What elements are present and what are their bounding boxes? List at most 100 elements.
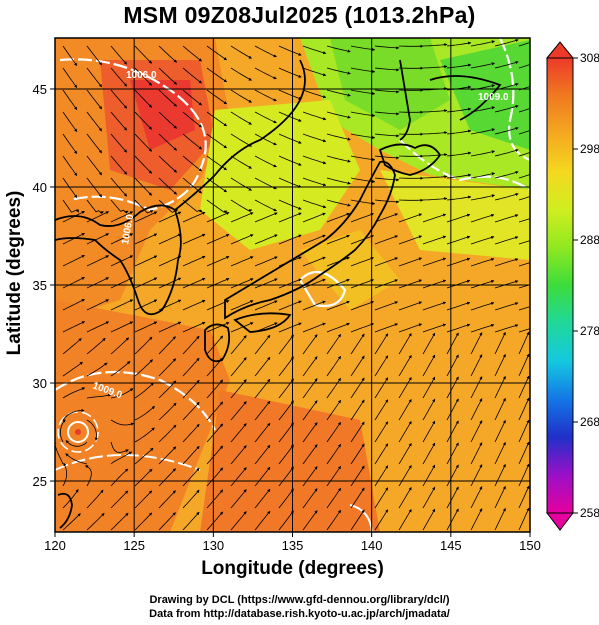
streamline-arrow <box>470 398 483 421</box>
streamline-arrow <box>62 111 78 133</box>
streamline-arrow <box>182 423 200 443</box>
streamline-arrow <box>326 443 342 465</box>
streamline-arrow <box>110 490 129 509</box>
streamline-arrow <box>326 155 351 163</box>
streamline-arrow <box>350 377 365 399</box>
streamline-arrow <box>134 468 153 487</box>
streamline-arrow <box>302 278 326 289</box>
streamline-arrow <box>158 177 177 195</box>
streamline-arrow <box>206 177 228 193</box>
streamline-arrow <box>350 89 376 96</box>
streamline-arrow <box>350 133 376 140</box>
streamline-arrow <box>206 199 228 214</box>
streamline-arrow <box>398 354 412 377</box>
streamline-arrow <box>374 377 389 399</box>
streamline-arrow <box>86 199 104 215</box>
streamline-arrow <box>446 508 459 531</box>
streamline-arrow <box>206 278 230 289</box>
streamline-arrow <box>62 361 84 377</box>
streamline-arrow <box>110 361 131 377</box>
streamline-arrow <box>182 45 203 62</box>
streamline-arrow <box>254 334 271 355</box>
streamline-arrow <box>302 199 327 209</box>
colorbar-bar <box>546 57 574 514</box>
streamline-arrow <box>230 45 252 59</box>
streamline-arrow <box>230 300 254 311</box>
streamline-arrow <box>278 334 294 355</box>
x-axis-label: Longitude (degrees) <box>201 558 384 579</box>
streamline-arrow <box>158 402 177 421</box>
streamline-arrow <box>518 331 530 355</box>
streamline-arrow <box>518 218 530 223</box>
streamline-arrow <box>62 513 81 531</box>
streamline-arrow <box>254 212 278 223</box>
streamline-arrow <box>302 256 326 267</box>
streamline-arrow <box>518 353 530 377</box>
streamline-arrow <box>254 378 271 399</box>
streamline-arrow <box>230 401 247 421</box>
streamline-arrow <box>518 419 530 443</box>
streamline-arrow <box>350 199 376 206</box>
typhoon-vortex <box>57 411 99 453</box>
streamline-arrow <box>518 306 530 311</box>
streamline-arrow <box>494 331 506 355</box>
streamline-arrow <box>254 488 271 509</box>
streamline-arrow <box>278 466 294 487</box>
streamline-arrow <box>230 234 254 245</box>
streamline-arrow <box>182 211 206 223</box>
streamline-arrow <box>494 324 519 333</box>
streamline-arrow <box>62 321 86 333</box>
streamline-arrow <box>422 65 448 69</box>
streamline-arrow <box>158 446 177 465</box>
streamline-arrow <box>518 64 530 69</box>
streamline-arrow <box>326 421 342 443</box>
streamline-arrow <box>230 67 252 81</box>
contour-label: 1009.0 <box>478 92 509 103</box>
streamline-arrow <box>254 67 277 80</box>
streamline-arrow <box>134 321 158 333</box>
streamline-arrow <box>518 174 530 179</box>
streamline-arrow <box>182 155 203 172</box>
streamline-arrow <box>302 155 327 165</box>
streamline-arrow <box>254 322 278 333</box>
streamline-arrow <box>374 487 389 509</box>
streamline-arrow <box>302 510 318 531</box>
streamline-arrow <box>374 443 389 465</box>
streamline-arrow <box>278 212 302 223</box>
streamline-arrow <box>494 60 519 69</box>
streamline-arrow <box>326 465 342 487</box>
streamline-arrow <box>398 257 423 267</box>
streamline-arrow <box>374 333 389 355</box>
streamline-arrow <box>374 133 400 138</box>
streamline-arrow <box>62 462 67 487</box>
streamline-arrow <box>422 213 447 223</box>
colorbar-min-arrow <box>545 512 575 531</box>
streamline-arrow <box>110 277 134 289</box>
wind-streamlines <box>55 38 530 531</box>
streamline-arrow <box>518 328 530 333</box>
streamline-arrow <box>62 177 78 199</box>
streamline-arrow <box>182 67 203 84</box>
streamline-arrow <box>86 133 103 154</box>
streamline-arrow <box>86 489 104 509</box>
streamline-arrow <box>86 277 110 289</box>
streamline-arrow <box>398 508 412 531</box>
streamline-arrow <box>158 490 176 509</box>
streamline-arrow <box>326 199 351 207</box>
streamline-arrow <box>326 133 351 141</box>
streamline-arrow <box>422 323 447 333</box>
streamline-arrow <box>110 468 129 487</box>
streamline-arrow <box>422 235 447 245</box>
streamline-arrow <box>494 375 506 399</box>
streamline-arrow <box>374 213 399 223</box>
streamline-arrow <box>422 175 448 179</box>
streamline-arrow <box>254 400 271 421</box>
streamline-arrow <box>110 45 128 65</box>
streamline-arrow <box>278 45 302 56</box>
streamline-arrow <box>206 335 224 355</box>
lat-lon-grid <box>55 38 530 532</box>
streamline-arrow <box>86 67 103 88</box>
streamline-arrow <box>86 155 103 176</box>
y-tick-label: 40 <box>33 180 47 195</box>
streamline-arrow <box>254 510 271 531</box>
